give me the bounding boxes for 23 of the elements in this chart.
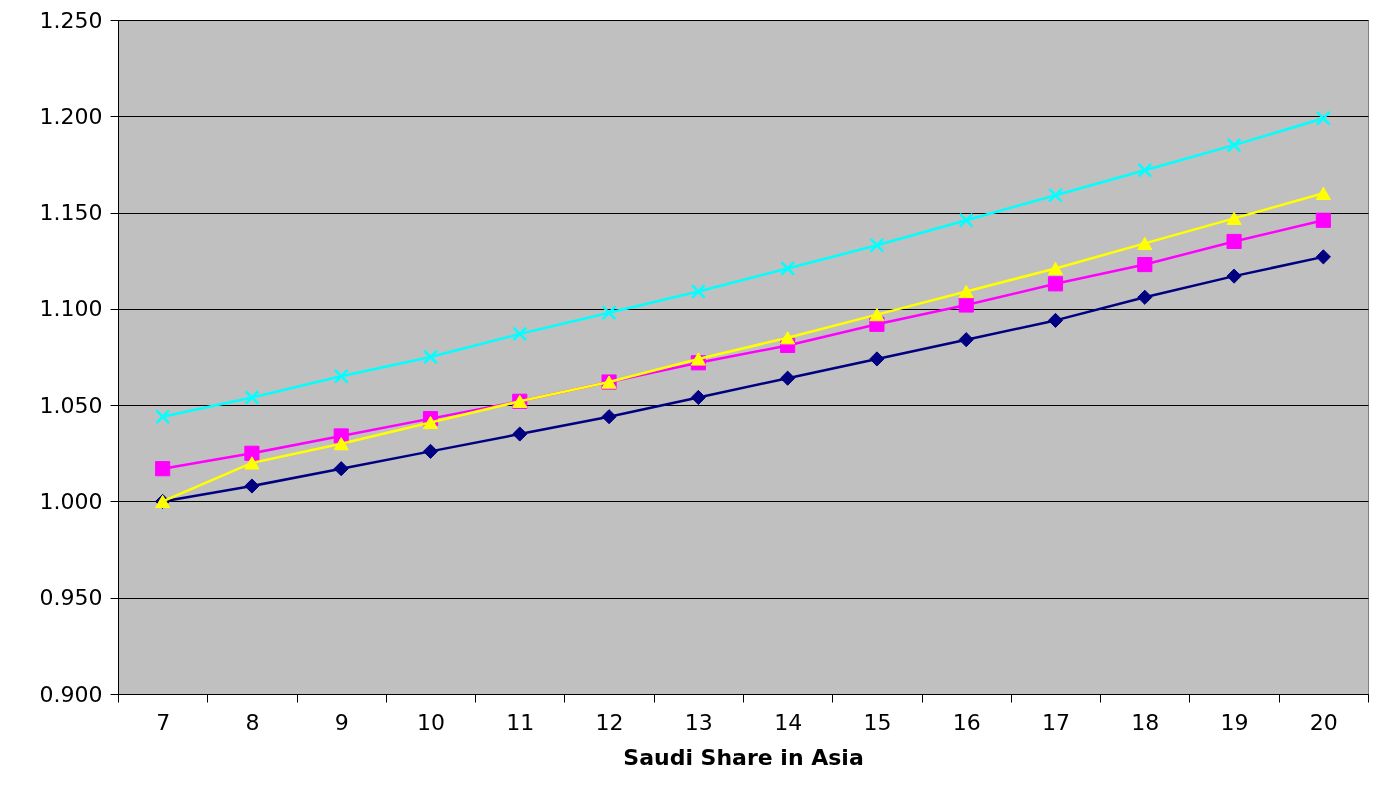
x-tick-label: 18 xyxy=(1131,709,1160,735)
x-tick-label: 11 xyxy=(506,709,535,735)
y-tick-label: 1.050 xyxy=(39,392,103,418)
x-tick-label: 20 xyxy=(1309,709,1338,735)
x-tick-label: 12 xyxy=(595,709,624,735)
y-tick-label: 0.950 xyxy=(39,585,103,611)
x-tick-label: 13 xyxy=(684,709,713,735)
y-tick-label: 1.200 xyxy=(39,103,103,129)
y-tick-label: 0.900 xyxy=(39,681,103,707)
x-tick-label: 7 xyxy=(156,709,171,735)
x-axis-title: Saudi Share in Asia xyxy=(623,744,864,770)
y-tick-label: 1.150 xyxy=(39,200,103,226)
y-tick-label: 1.100 xyxy=(39,296,103,322)
x-tick-label: 15 xyxy=(863,709,892,735)
x-tick-label: 16 xyxy=(952,709,981,735)
x-tick-label: 9 xyxy=(334,709,349,735)
x-tick-label: 19 xyxy=(1220,709,1249,735)
x-tick-label: 10 xyxy=(417,709,445,735)
y-tick-label: 1.250 xyxy=(39,7,103,33)
x-tick-label: 17 xyxy=(1042,709,1070,735)
x-tick-label: 8 xyxy=(245,709,260,735)
y-tick-label: 1.000 xyxy=(39,488,103,514)
x-tick-label: 14 xyxy=(774,709,803,735)
